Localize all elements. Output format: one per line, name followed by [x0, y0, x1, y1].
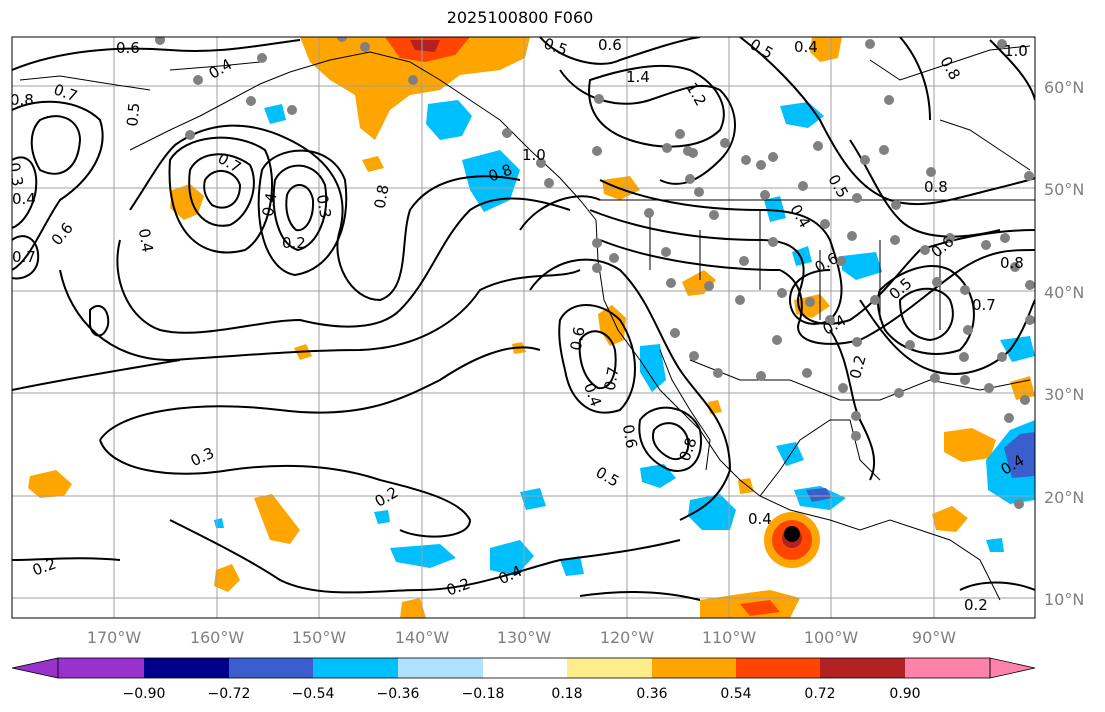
lat-label: 40°N [1044, 283, 1084, 302]
svg-text:0.4: 0.4 [206, 55, 236, 83]
lat-label: 20°N [1044, 488, 1084, 507]
colorbar-tick-label: −0.36 [377, 686, 420, 702]
lon-label: 110°W [702, 628, 757, 647]
colorbar-segment [820, 658, 905, 678]
lat-label: 30°N [1044, 385, 1084, 404]
svg-text:0.4: 0.4 [748, 510, 772, 528]
colorbar-tick-label: −0.54 [292, 686, 335, 702]
lon-label: 140°W [395, 628, 450, 647]
svg-text:0.8: 0.8 [924, 178, 948, 196]
svg-text:0.5: 0.5 [747, 35, 777, 63]
lon-label: 90°W [912, 628, 956, 647]
lon-label: 100°W [804, 628, 859, 647]
lat-label: 10°N [1044, 590, 1084, 609]
colorbar-min-arrow [11, 657, 59, 679]
svg-text:0.6: 0.6 [116, 39, 140, 57]
colorbar-segment [483, 658, 567, 678]
svg-text:0.2: 0.2 [282, 234, 306, 252]
station-dots [155, 37, 1035, 509]
svg-text:1.4: 1.4 [626, 68, 650, 86]
svg-text:0.2: 0.2 [964, 596, 988, 614]
svg-text:0.7: 0.7 [215, 149, 245, 177]
svg-text:1.0: 1.0 [522, 146, 546, 164]
svg-text:0.3: 0.3 [313, 193, 335, 220]
lon-label: 150°W [292, 628, 347, 647]
lat-label: 50°N [1044, 180, 1084, 199]
svg-text:1.0: 1.0 [1004, 42, 1028, 60]
lon-label: 160°W [190, 628, 245, 647]
colorbar: −0.90 −0.72 −0.54 −0.36 −0.18 0.18 0.36 … [11, 657, 1036, 702]
colorbar-segment [144, 658, 229, 678]
coastlines [19, 45, 1035, 601]
colorbar-segment [652, 658, 736, 678]
svg-text:0.8: 0.8 [10, 91, 34, 109]
svg-text:0.5: 0.5 [886, 274, 916, 303]
map-frame [11, 36, 1036, 619]
lon-label: 170°W [87, 628, 142, 647]
svg-text:0.4: 0.4 [786, 201, 814, 231]
map-title: 2025100800 F060 [446, 8, 594, 27]
colorbar-tick-label: 0.18 [551, 686, 582, 702]
svg-text:1.2: 1.2 [682, 79, 710, 109]
svg-text:0.4: 0.4 [12, 190, 36, 208]
svg-text:0.5: 0.5 [593, 463, 623, 491]
svg-text:0.3: 0.3 [5, 161, 27, 188]
longitude-axis: 170°W 160°W 150°W 140°W 130°W 120°W 110°… [87, 628, 956, 647]
svg-text:0.4: 0.4 [794, 38, 818, 56]
colorbar-tick-label: 0.90 [889, 686, 920, 702]
colorbar-segment [398, 658, 483, 678]
svg-text:0.6: 0.6 [48, 219, 77, 249]
colorbar-segment [567, 658, 652, 678]
graticule [12, 37, 1035, 618]
svg-text:0.4: 0.4 [259, 191, 281, 218]
svg-text:0.7: 0.7 [12, 248, 36, 266]
hurricane-center-marker [784, 526, 800, 542]
colorbar-max-arrow [989, 657, 1036, 679]
svg-text:0.2: 0.2 [444, 574, 473, 599]
svg-text:0.2: 0.2 [846, 353, 870, 381]
colorbar-segment [58, 658, 144, 678]
map-content: 0.6 0.4 0.8 0.7 0.5 0.3 0.4 0.7 0.6 0.4 … [5, 34, 1035, 618]
svg-text:0.3: 0.3 [188, 444, 217, 470]
svg-text:0.6: 0.6 [619, 423, 641, 450]
svg-text:0.5: 0.5 [541, 34, 570, 59]
lon-label: 130°W [497, 628, 552, 647]
svg-text:0.8: 0.8 [371, 183, 393, 210]
svg-text:0.2: 0.2 [372, 483, 402, 511]
contour-labels: 0.6 0.4 0.8 0.7 0.5 0.3 0.4 0.7 0.6 0.4 … [5, 34, 1028, 614]
latitude-axis: 60°N 50°N 40°N 30°N 20°N 10°N [1044, 78, 1084, 609]
svg-text:0.4: 0.4 [135, 227, 157, 254]
svg-text:0.8: 0.8 [1000, 254, 1024, 272]
contour-lines [12, 37, 1035, 601]
svg-text:0.4: 0.4 [820, 311, 850, 339]
colorbar-tick-label: 0.36 [636, 686, 667, 702]
colorbar-tick-label: 0.54 [720, 686, 751, 702]
colorbar-segment [905, 658, 990, 678]
svg-text:0.7: 0.7 [972, 296, 996, 314]
lat-label: 60°N [1044, 78, 1084, 97]
colorbar-tick-label: −0.90 [123, 686, 166, 702]
colorbar-segment [313, 658, 398, 678]
svg-text:0.5: 0.5 [123, 102, 143, 127]
svg-text:0.8: 0.8 [936, 53, 964, 83]
svg-text:0.5: 0.5 [824, 171, 852, 201]
colorbar-segment [736, 658, 820, 678]
colorbar-tick-label: 0.72 [804, 686, 835, 702]
svg-text:0.6: 0.6 [598, 36, 622, 54]
svg-text:0.6: 0.6 [567, 325, 589, 352]
colorbar-tick-label: −0.18 [462, 686, 505, 702]
svg-text:0.7: 0.7 [601, 365, 623, 392]
colorbar-tick-label: −0.72 [208, 686, 251, 702]
lon-label: 120°W [600, 628, 655, 647]
colorbar-segment [229, 658, 313, 678]
